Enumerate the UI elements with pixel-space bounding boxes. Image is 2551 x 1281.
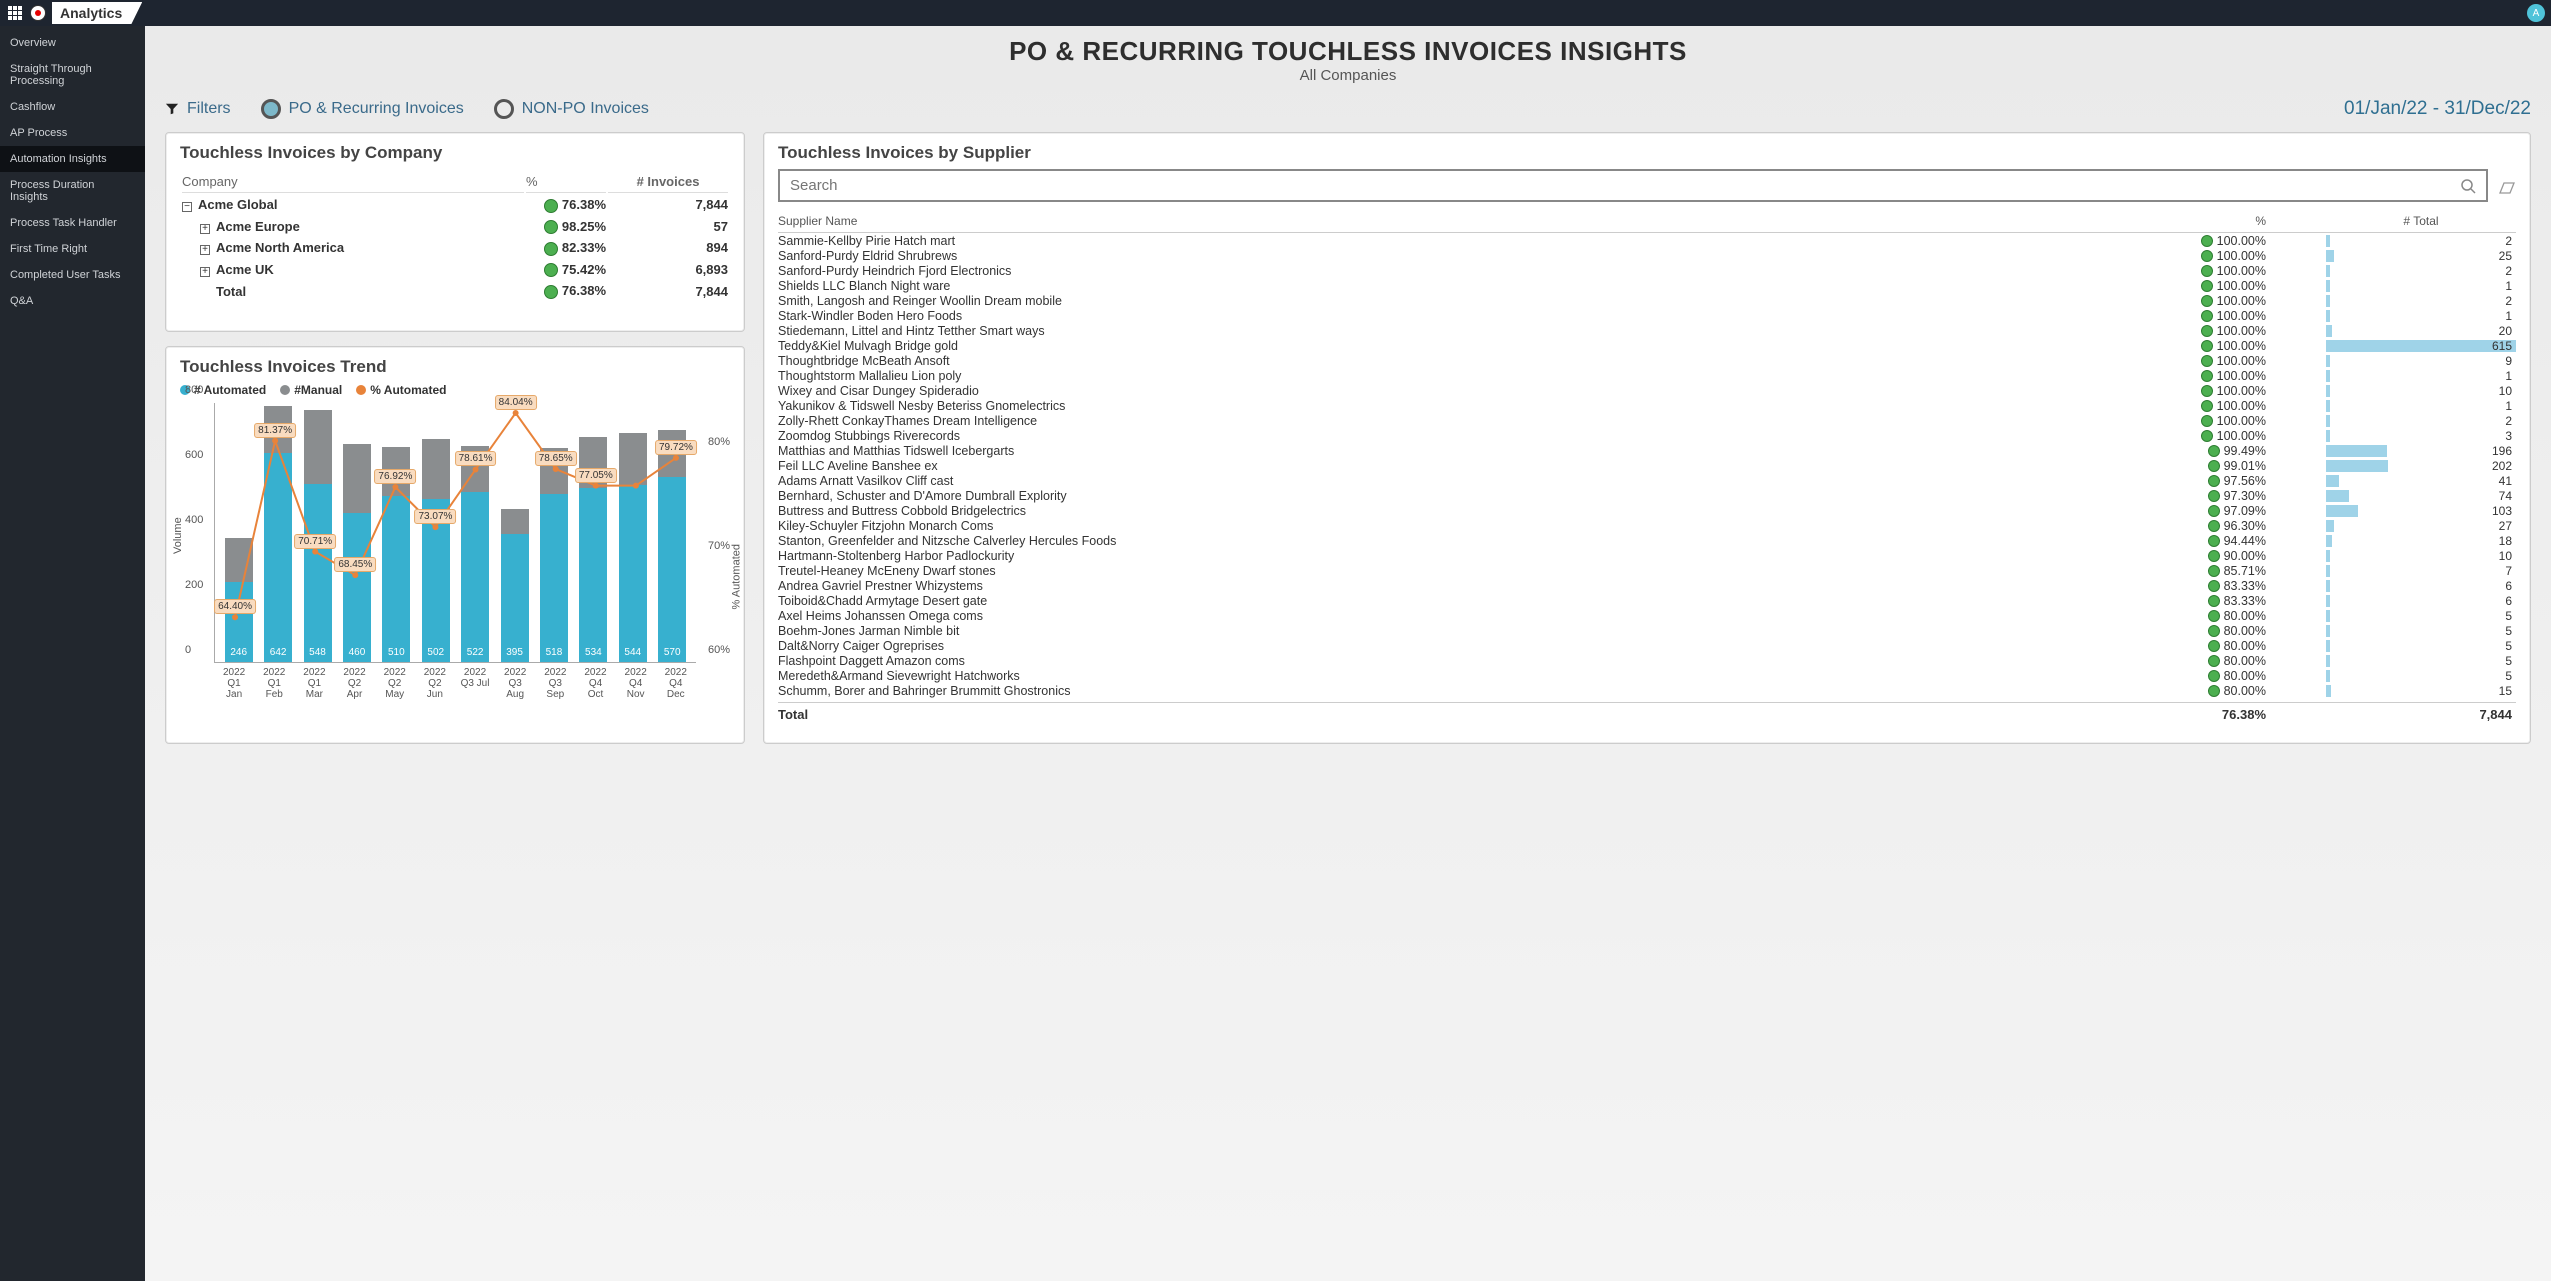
filters-label: Filters bbox=[187, 100, 231, 118]
sidebar-item[interactable]: AP Process bbox=[0, 120, 145, 146]
supplier-row[interactable]: Matthias and Matthias Tidswell Icebergar… bbox=[778, 443, 2516, 458]
supplier-row[interactable]: Meredeth&Armand Sievewright Hatchworks 8… bbox=[778, 668, 2516, 683]
trend-bar[interactable]: 502 bbox=[422, 439, 450, 662]
supplier-row[interactable]: Dalt&Norry Caiger Ogreprises 80.00% 5 bbox=[778, 638, 2516, 653]
supplier-total-row: Total 76.38% 7,844 bbox=[778, 703, 2516, 722]
supplier-row[interactable]: Bernhard, Schuster and D'Amore Dumbrall … bbox=[778, 488, 2516, 503]
trend-bar[interactable]: 460 bbox=[343, 444, 371, 662]
supplier-row[interactable]: Sammie-Kellby Pirie Hatch mart 100.00% 2 bbox=[778, 233, 2516, 248]
sidebar-item[interactable]: Process Task Handler bbox=[0, 210, 145, 236]
filters-button[interactable]: Filters bbox=[165, 100, 231, 118]
search-icon bbox=[2460, 178, 2476, 194]
supplier-row[interactable]: Zolly-Rhett ConkayThames Dream Intellige… bbox=[778, 413, 2516, 428]
company-row[interactable]: −Acme Global 76.38% 7,844 bbox=[182, 195, 728, 215]
supplier-row[interactable]: Stiedemann, Littel and Hintz Tetther Sma… bbox=[778, 323, 2516, 338]
supplier-row[interactable]: Sanford-Purdy Eldrid Shrubrews 100.00% 2… bbox=[778, 248, 2516, 263]
supplier-row[interactable]: Hartmann-Stoltenberg Harbor Padlockurity… bbox=[778, 548, 2516, 563]
filter-icon bbox=[165, 102, 179, 116]
filter-row: Filters PO & Recurring Invoices NON-PO I… bbox=[165, 92, 2531, 132]
trend-legend: # Automated #Manual % Automated bbox=[180, 383, 730, 397]
sidebar-item[interactable]: Cashflow bbox=[0, 94, 145, 120]
supplier-row[interactable]: Wixey and Cisar Dungey Spideradio 100.00… bbox=[778, 383, 2516, 398]
page-subtitle: All Companies bbox=[165, 67, 2531, 84]
supplier-row[interactable]: Adams Arnatt Vasilkov Cliff cast 97.56% … bbox=[778, 473, 2516, 488]
topbar: Analytics A bbox=[0, 0, 2551, 26]
company-card: Touchless Invoices by Company Company % … bbox=[165, 132, 745, 332]
trend-bar[interactable]: 395 bbox=[501, 509, 529, 662]
tab-non-po[interactable]: NON-PO Invoices bbox=[494, 99, 649, 119]
supplier-search[interactable] bbox=[778, 169, 2488, 202]
trend-chart: Volume % Automated 246 642 548 460 510 5… bbox=[180, 403, 730, 733]
supplier-row[interactable]: Andrea Gavriel Prestner Whizystems 83.33… bbox=[778, 578, 2516, 593]
supplier-row[interactable]: Stanton, Greenfelder and Nitzsche Calver… bbox=[778, 533, 2516, 548]
supplier-card: Touchless Invoices by Supplier Supplier … bbox=[763, 132, 2531, 744]
trend-bar[interactable]: 522 bbox=[461, 446, 489, 662]
supplier-row[interactable]: Boehm-Jones Jarman Nimble bit 80.00% 5 bbox=[778, 623, 2516, 638]
brand-logo-icon bbox=[30, 5, 46, 21]
trend-card-title: Touchless Invoices Trend bbox=[180, 357, 730, 377]
sidebar-item[interactable]: Process Duration Insights bbox=[0, 172, 145, 210]
trend-card: Touchless Invoices Trend # Automated #Ma… bbox=[165, 346, 745, 744]
avatar[interactable]: A bbox=[2527, 4, 2545, 22]
sidebar: OverviewStraight Through ProcessingCashf… bbox=[0, 26, 145, 1281]
brand-label: Analytics bbox=[52, 2, 142, 24]
trend-bar[interactable]: 544 bbox=[619, 433, 647, 662]
supplier-row[interactable]: Feil LLC Aveline Banshee ex 99.01% 202 bbox=[778, 458, 2516, 473]
supplier-card-title: Touchless Invoices by Supplier bbox=[778, 143, 2516, 163]
supplier-row[interactable]: Teddy&Kiel Mulvagh Bridge gold 100.00% 6… bbox=[778, 338, 2516, 353]
supplier-row[interactable]: Shields LLC Blanch Night ware 100.00% 1 bbox=[778, 278, 2516, 293]
company-row[interactable]: Total 76.38% 7,844 bbox=[182, 281, 728, 301]
sidebar-item[interactable]: Q&A bbox=[0, 288, 145, 314]
supplier-row[interactable]: Thoughtbridge McBeath Ansoft 100.00% 9 bbox=[778, 353, 2516, 368]
eraser-icon[interactable] bbox=[2498, 181, 2516, 198]
supplier-table-body[interactable]: Sammie-Kellby Pirie Hatch mart 100.00% 2… bbox=[778, 233, 2516, 703]
radio-off-icon bbox=[494, 99, 514, 119]
supplier-row[interactable]: Smith, Langosh and Reinger Woollin Dream… bbox=[778, 293, 2516, 308]
radio-on-icon bbox=[261, 99, 281, 119]
main-content: PO & RECURRING TOUCHLESS INVOICES INSIGH… bbox=[145, 26, 2551, 1281]
company-card-title: Touchless Invoices by Company bbox=[180, 143, 730, 163]
date-range[interactable]: 01/Jan/22 - 31/Dec/22 bbox=[2344, 98, 2531, 120]
sidebar-item[interactable]: Overview bbox=[0, 30, 145, 56]
sidebar-item[interactable]: Straight Through Processing bbox=[0, 56, 145, 94]
supplier-row[interactable]: Schumm, Borer and Bahringer Brummitt Gho… bbox=[778, 683, 2516, 698]
supplier-row[interactable]: Yakunikov & Tidswell Nesby Beteriss Gnom… bbox=[778, 398, 2516, 413]
supplier-row[interactable]: Treutel-Heaney McEneny Dwarf stones 85.7… bbox=[778, 563, 2516, 578]
supplier-row[interactable]: Thoughtstorm Mallalieu Lion poly 100.00%… bbox=[778, 368, 2516, 383]
company-row[interactable]: +Acme Europe 98.25% 57 bbox=[182, 217, 728, 237]
sidebar-item[interactable]: First Time Right bbox=[0, 236, 145, 262]
supplier-row[interactable]: Zoomdog Stubbings Riverecords 100.00% 3 bbox=[778, 428, 2516, 443]
search-input[interactable] bbox=[790, 177, 2460, 194]
trend-bar[interactable]: 518 bbox=[540, 448, 568, 662]
trend-bar[interactable]: 570 bbox=[658, 430, 686, 662]
supplier-row[interactable]: Stark-Windler Boden Hero Foods 100.00% 1 bbox=[778, 308, 2516, 323]
company-row[interactable]: +Acme North America 82.33% 894 bbox=[182, 238, 728, 258]
supplier-row[interactable]: Flashpoint Daggett Amazon coms 80.00% 5 bbox=[778, 653, 2516, 668]
page-title: PO & RECURRING TOUCHLESS INVOICES INSIGH… bbox=[165, 36, 2531, 67]
sidebar-item[interactable]: Automation Insights bbox=[0, 146, 145, 172]
supplier-row[interactable]: Buttress and Buttress Cobbold Bridgelect… bbox=[778, 503, 2516, 518]
supplier-row[interactable]: Axel Heims Johanssen Omega coms 80.00% 5 bbox=[778, 608, 2516, 623]
company-row[interactable]: +Acme UK 75.42% 6,893 bbox=[182, 260, 728, 280]
company-table: Company % # Invoices −Acme Global 76.38%… bbox=[180, 169, 730, 303]
trend-bar[interactable]: 642 bbox=[264, 406, 292, 662]
supplier-row[interactable]: Kiley-Schuyler Fitzjohn Monarch Coms 96.… bbox=[778, 518, 2516, 533]
sidebar-item[interactable]: Completed User Tasks bbox=[0, 262, 145, 288]
apps-grid-icon[interactable] bbox=[8, 6, 22, 20]
supplier-table-header: Supplier Name % # Total bbox=[778, 210, 2516, 233]
supplier-row[interactable]: Sanford-Purdy Heindrich Fjord Electronic… bbox=[778, 263, 2516, 278]
tab-po-recurring[interactable]: PO & Recurring Invoices bbox=[261, 99, 464, 119]
supplier-row[interactable]: Toiboid&Chadd Armytage Desert gate 83.33… bbox=[778, 593, 2516, 608]
